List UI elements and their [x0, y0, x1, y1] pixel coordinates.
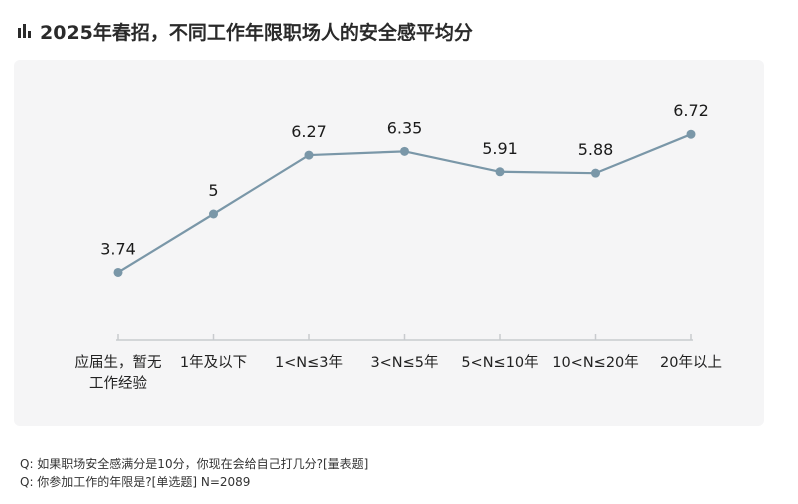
- data-point: [304, 150, 314, 160]
- data-point: [113, 267, 123, 277]
- x-tick-label: 1年及以下: [180, 354, 247, 371]
- data-label: 6.27: [291, 122, 327, 141]
- data-label: 6.72: [673, 101, 709, 120]
- chart-title: 2025年春招，不同工作年限职场人的安全感平均分: [40, 21, 473, 44]
- data-label: 5.88: [578, 140, 614, 159]
- data-point: [495, 167, 505, 177]
- chart-panel: 应届生，暂无 工作经验 1年及以下 1<N≤3年 3<N≤5年 5<N≤10年 10<N≤2…: [14, 60, 764, 426]
- data-label: 6.35: [387, 118, 423, 137]
- x-tick-label: 3<N≤5年: [370, 354, 438, 371]
- x-tick-label: 工作经验: [89, 375, 147, 392]
- x-tick-label: 20年以上: [660, 354, 722, 371]
- chart-header: 2025年春招，不同工作年限职场人的安全感平均分: [18, 16, 473, 46]
- data-point: [686, 129, 696, 139]
- data-label: 3.74: [100, 239, 136, 258]
- survey-question-2: Q: 你参加工作的年限是?[单选题] N=2089: [20, 475, 251, 489]
- data-point: [591, 168, 600, 178]
- data-label: 5.91: [482, 139, 518, 158]
- x-tick-label: 应届生，暂无: [75, 353, 162, 371]
- data-point: [400, 146, 409, 156]
- data-point: [209, 209, 218, 219]
- survey-question-1: Q: 如果职场安全感满分是10分，你现在会给自己打几分?[量表题]: [20, 457, 369, 471]
- x-tick-label: 5<N≤10年: [461, 354, 538, 371]
- bar-chart-icon: [18, 24, 31, 38]
- data-label: 5: [208, 181, 218, 200]
- survey-notes: Q: 如果职场安全感满分是10分，你现在会给自己打几分?[量表题] Q: 你参加…: [20, 455, 368, 491]
- x-tick-label: 1<N≤3年: [275, 354, 343, 371]
- x-tick-label: 10<N≤20年: [552, 354, 639, 371]
